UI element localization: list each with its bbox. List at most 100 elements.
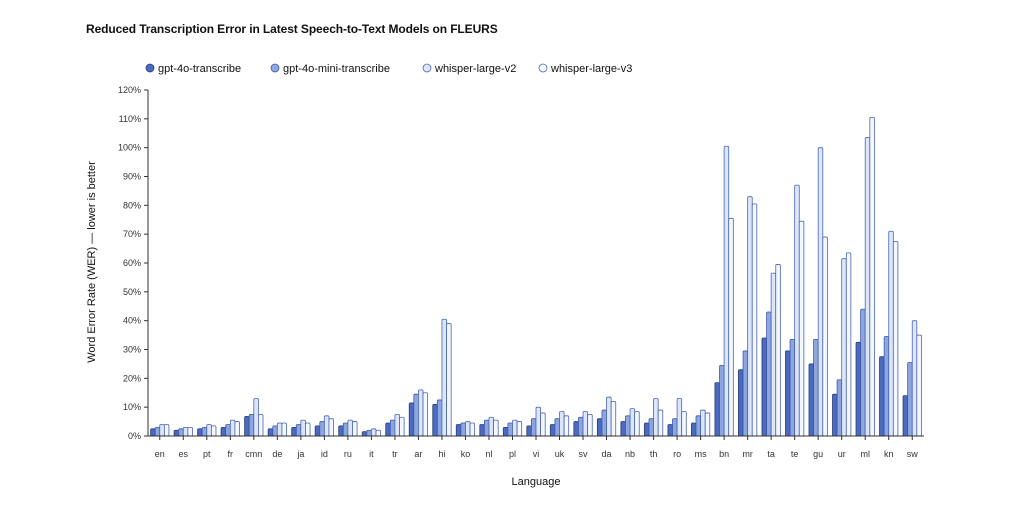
bar-gpt-4o-mini-transcribe-sv	[578, 416, 584, 437]
bar-whisper-large-v3-sw	[916, 334, 922, 437]
bar-whisper-large-v2-de	[276, 422, 283, 437]
bar-gpt-4o-transcribe-bn	[714, 382, 720, 437]
bar-whisper-large-v2-th	[653, 398, 659, 437]
bar-whisper-large-v2-en	[159, 424, 165, 437]
bar-gpt-4o-transcribe-pl	[502, 426, 509, 437]
x-tick-label: mr	[742, 449, 753, 459]
bar-gpt-4o-transcribe-kn	[879, 356, 885, 437]
bar-gpt-4o-mini-transcribe-ru	[342, 422, 349, 437]
bar-whisper-large-v3-cmn	[258, 413, 264, 437]
legend-swatch	[422, 63, 432, 73]
bar-gpt-4o-mini-transcribe-nl	[483, 419, 490, 437]
x-tick-label: it	[369, 449, 374, 459]
bar-gpt-4o-transcribe-nl	[479, 424, 485, 437]
bar-whisper-large-v2-es	[182, 426, 189, 437]
bar-whisper-large-v3-nl	[493, 419, 499, 437]
y-tick-label: 60%	[123, 258, 141, 268]
bar-gpt-4o-transcribe-sv	[573, 421, 579, 437]
bar-whisper-large-v2-ur	[841, 258, 847, 437]
y-tick-label: 100%	[118, 143, 141, 153]
bar-whisper-large-v2-ml	[864, 137, 871, 437]
bar-whisper-large-v3-ru	[352, 421, 358, 437]
bar-gpt-4o-transcribe-de	[267, 428, 274, 437]
bar-gpt-4o-transcribe-te	[785, 350, 791, 437]
bar-whisper-large-v3-pt	[210, 425, 217, 437]
bar-gpt-4o-mini-transcribe-ur	[836, 379, 843, 437]
y-tick-label: 110%	[119, 114, 141, 124]
bar-gpt-4o-transcribe-ar	[408, 402, 415, 437]
bar-gpt-4o-transcribe-gu	[808, 363, 814, 437]
bar-gpt-4o-transcribe-es	[173, 429, 180, 437]
x-tick-label: tr	[392, 449, 398, 459]
bar-whisper-large-v2-gu	[817, 147, 824, 437]
bar-gpt-4o-mini-transcribe-hi	[436, 399, 443, 437]
bar-gpt-4o-mini-transcribe-ta	[766, 311, 772, 437]
y-tick-label: 50%	[123, 287, 141, 297]
x-tick-label: nl	[485, 449, 492, 459]
bar-gpt-4o-transcribe-tr	[385, 422, 391, 437]
bar-whisper-large-v3-th	[657, 409, 664, 437]
bar-whisper-large-v3-ml	[869, 116, 875, 437]
legend-swatch	[270, 63, 280, 73]
x-tick-label: hi	[438, 449, 445, 459]
bar-gpt-4o-transcribe-da	[596, 418, 603, 437]
bar-whisper-large-v2-nb	[629, 408, 636, 437]
bar-whisper-large-v3-ko	[469, 422, 476, 437]
bar-gpt-4o-mini-transcribe-ar	[413, 393, 419, 437]
x-tick-label: id	[321, 449, 328, 459]
bar-gpt-4o-mini-transcribe-bn	[719, 364, 725, 437]
bar-whisper-large-v2-ms	[700, 409, 706, 437]
x-tick-label: ro	[673, 449, 681, 459]
bar-whisper-large-v3-id	[328, 418, 334, 437]
bar-gpt-4o-transcribe-nb	[620, 421, 626, 437]
bar-gpt-4o-mini-transcribe-th	[648, 418, 654, 437]
bar-whisper-large-v2-cmn	[253, 398, 259, 437]
bar-whisper-large-v2-ja	[300, 419, 306, 437]
bar-gpt-4o-mini-transcribe-pt	[201, 426, 208, 437]
bar-whisper-large-v3-kn	[892, 240, 899, 437]
bar-whisper-large-v3-te	[798, 220, 805, 437]
bar-whisper-large-v2-vi	[535, 406, 541, 437]
x-tick-label: da	[602, 449, 612, 459]
bar-gpt-4o-transcribe-ml	[855, 341, 862, 437]
bar-gpt-4o-mini-transcribe-gu	[813, 339, 819, 437]
legend-label: whisper-large-v3	[550, 63, 632, 75]
legend-swatch	[145, 63, 155, 73]
x-tick-label: ta	[767, 449, 775, 459]
bar-gpt-4o-mini-transcribe-es	[178, 428, 184, 437]
bar-whisper-large-v3-en	[163, 424, 170, 437]
bar-gpt-4o-mini-transcribe-uk	[554, 418, 560, 437]
bar-gpt-4o-mini-transcribe-ko	[460, 422, 466, 437]
y-tick-label: 120%	[118, 85, 141, 95]
x-tick-label: uk	[555, 449, 565, 459]
x-tick-label: te	[791, 449, 799, 459]
bar-whisper-large-v2-da	[606, 396, 612, 437]
x-tick-label: en	[155, 449, 165, 459]
bar-gpt-4o-transcribe-ro	[667, 424, 673, 437]
x-tick-label: sv	[579, 449, 589, 459]
x-tick-label: ko	[461, 449, 471, 459]
bar-gpt-4o-transcribe-it	[361, 431, 368, 437]
bar-gpt-4o-transcribe-sw	[902, 395, 909, 437]
y-axis: 0% 10% 20% 30% 40% 50% 60% 70% 80% 90% 100% 110% 120…	[118, 85, 149, 441]
x-tick-label: pt	[203, 449, 211, 459]
y-tick-label: 10%	[123, 402, 141, 412]
x-tick-label: th	[650, 449, 658, 459]
bar-gpt-4o-mini-transcribe-kn	[883, 336, 890, 437]
bar-whisper-large-v3-da	[610, 400, 617, 437]
x-tick-label: ar	[414, 449, 422, 459]
bar-whisper-large-v2-tr	[394, 413, 400, 437]
chart-title: Reduced Transcription Error in Latest Sp…	[86, 22, 498, 36]
bar-whisper-large-v2-sv	[582, 411, 589, 437]
bar-whisper-large-v2-pl	[512, 419, 518, 437]
bar-whisper-large-v2-sw	[911, 320, 918, 437]
bar-gpt-4o-transcribe-cmn	[244, 415, 250, 437]
bar-gpt-4o-transcribe-th	[643, 422, 650, 437]
bar-whisper-large-v2-fr	[229, 419, 236, 437]
x-axis-title: Language	[512, 476, 561, 488]
x-tick-label: gu	[813, 449, 823, 459]
bar-gpt-4o-transcribe-fr	[220, 426, 227, 437]
bar-whisper-large-v2-ru	[347, 419, 353, 437]
bar-whisper-large-v2-id	[323, 415, 330, 437]
bar-whisper-large-v3-fr	[234, 421, 240, 437]
